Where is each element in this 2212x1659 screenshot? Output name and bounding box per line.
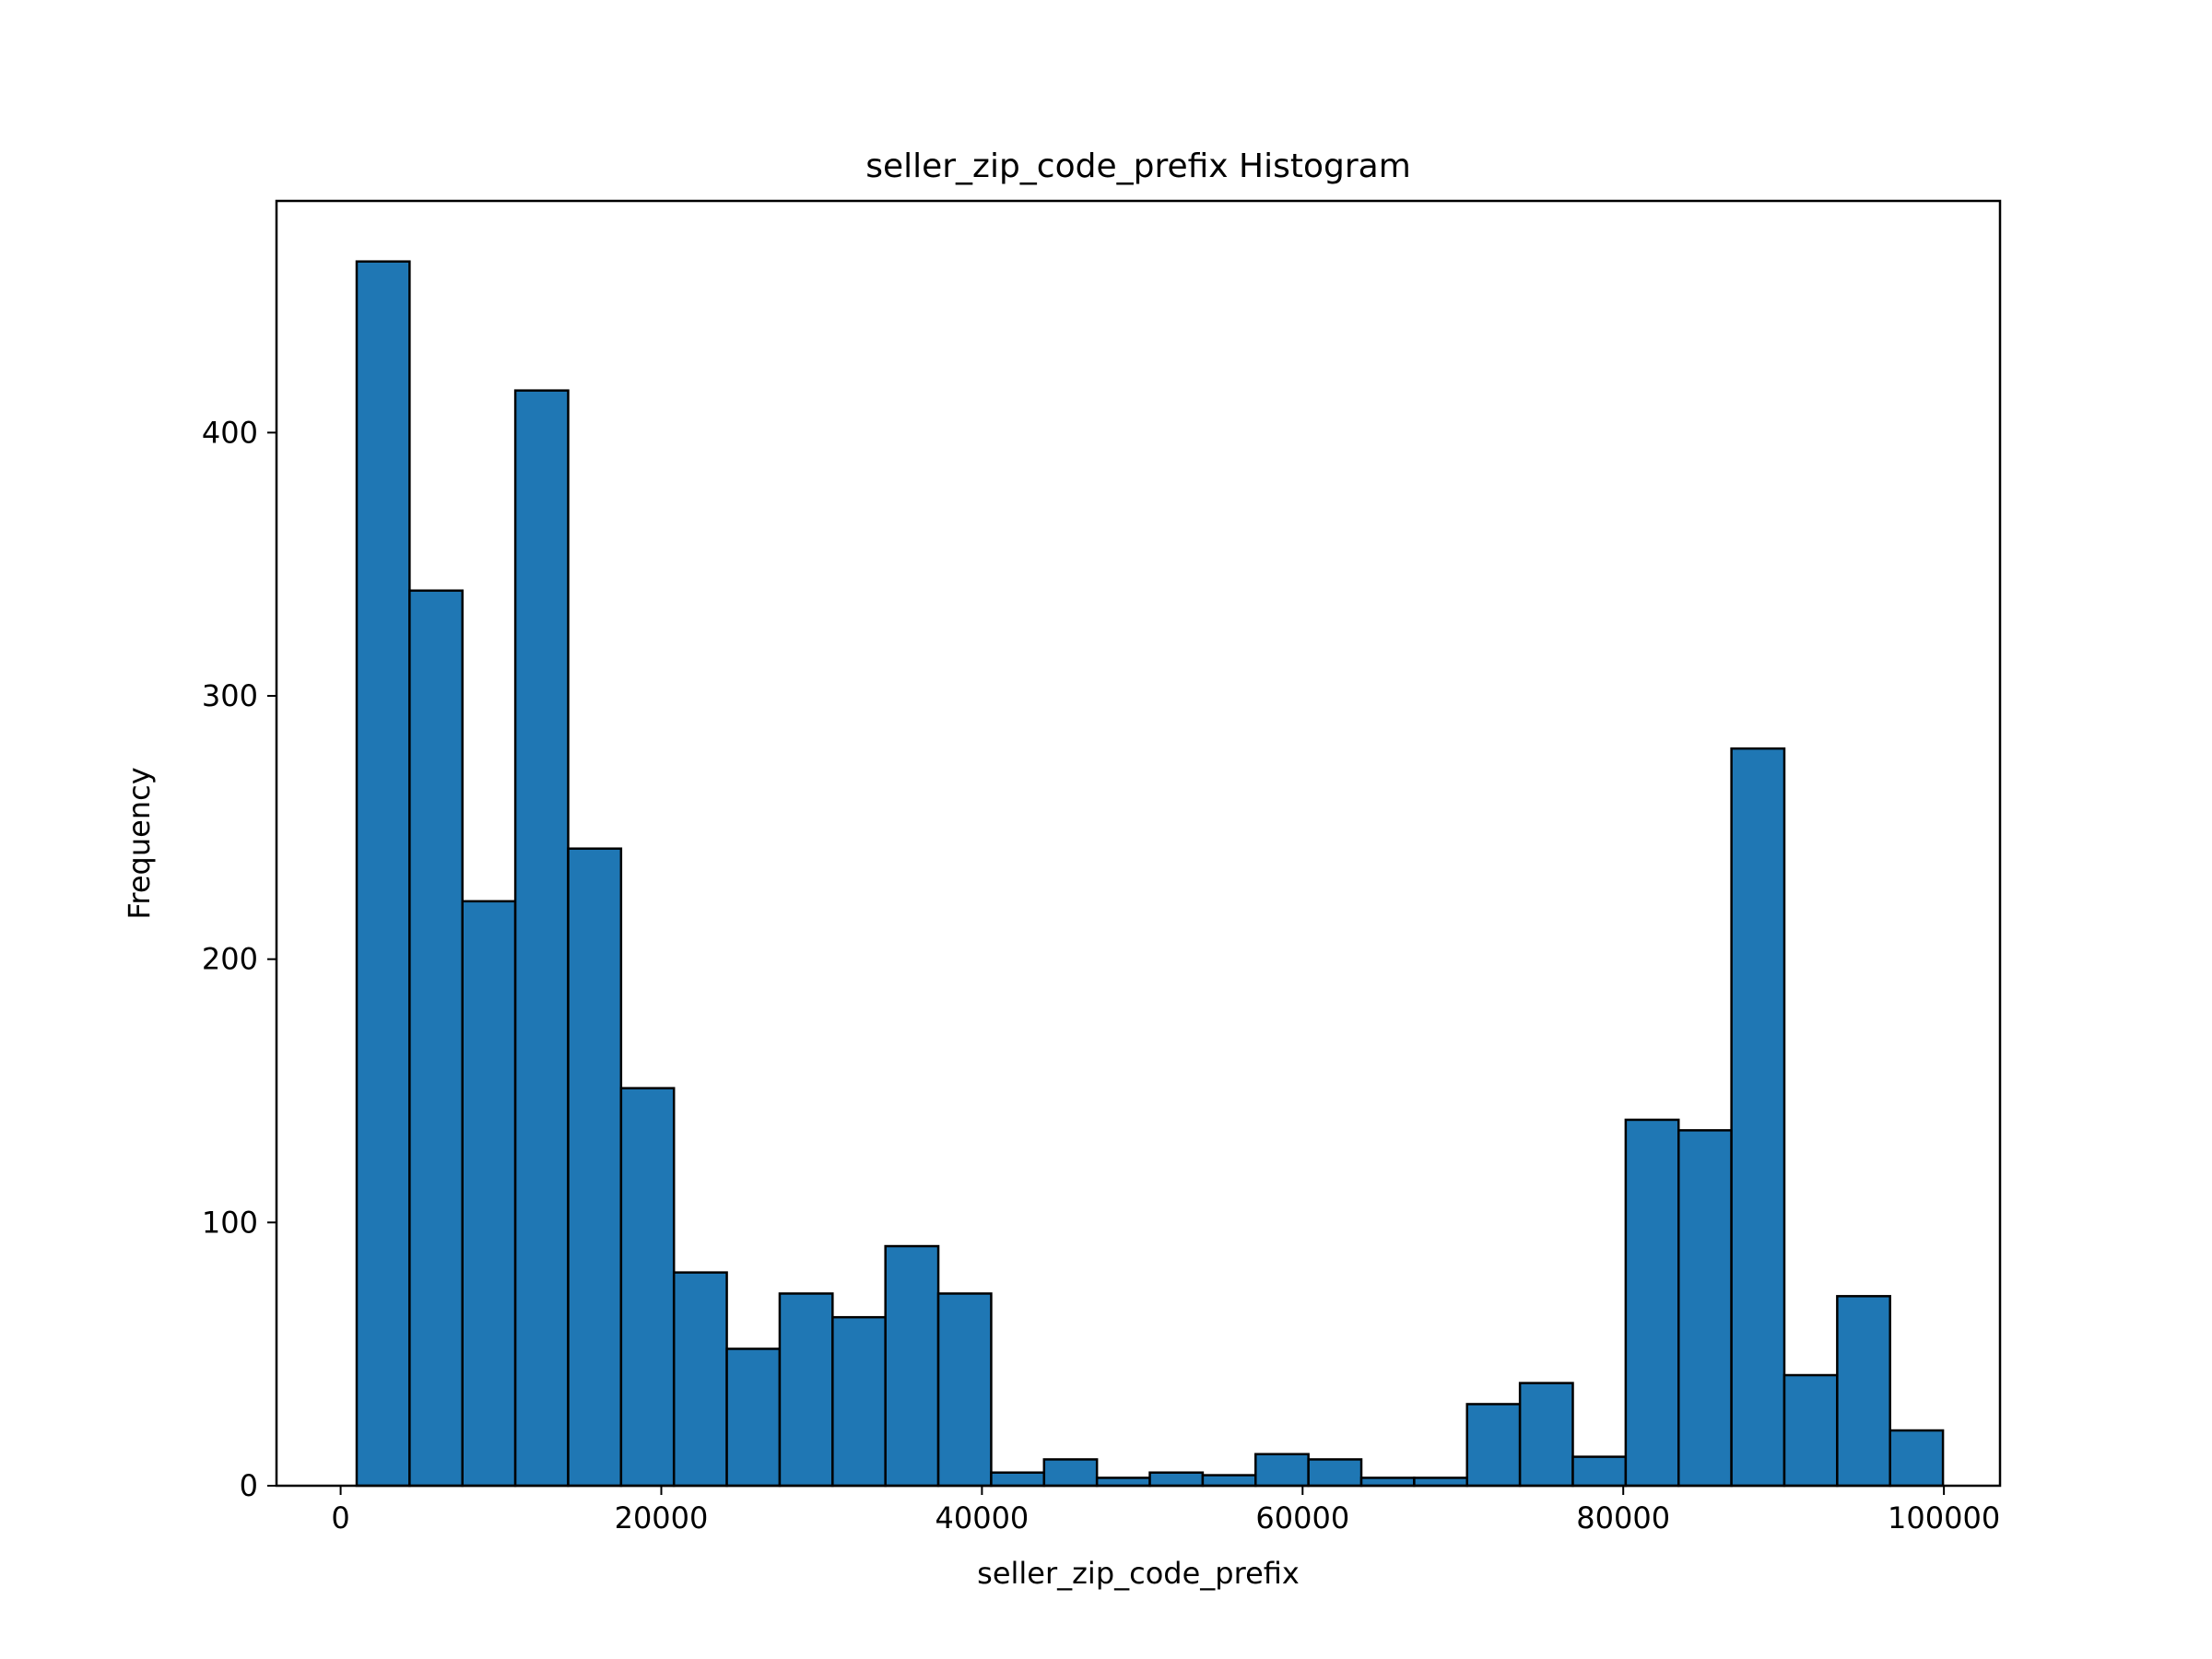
histogram-bar <box>513 389 570 1488</box>
histogram-bar <box>1254 1453 1310 1488</box>
histogram-bar <box>1518 1382 1574 1488</box>
y-tick-label: 400 <box>202 415 258 450</box>
histogram-bar <box>408 589 464 1488</box>
histogram-bar <box>1571 1455 1628 1488</box>
histogram-bar <box>1677 1129 1733 1488</box>
y-tick-label: 100 <box>202 1205 258 1240</box>
histogram-bar <box>1465 1403 1522 1488</box>
x-axis-label: seller_zip_code_prefix <box>977 1556 1300 1591</box>
histogram-bar <box>1783 1373 1839 1488</box>
histogram-bar <box>1148 1471 1205 1488</box>
histogram-bar <box>1042 1458 1099 1488</box>
y-axis-label: Frequency <box>122 767 157 919</box>
histogram-bar <box>672 1271 728 1488</box>
histogram-bar <box>1201 1474 1257 1488</box>
histogram-bar <box>1888 1429 1945 1488</box>
x-tick-label: 100000 <box>1888 1500 2000 1535</box>
histogram-bar <box>567 847 623 1488</box>
chart-title: seller_zip_code_prefix Histogram <box>865 147 1411 185</box>
histogram-bar <box>1095 1477 1151 1488</box>
y-tick-label: 0 <box>240 1468 258 1503</box>
histogram-bar <box>990 1471 1046 1488</box>
histogram-bar <box>1836 1295 1891 1488</box>
histogram-bar <box>884 1244 940 1488</box>
plot-frame <box>275 199 2002 1488</box>
histogram-bar <box>1730 747 1786 1488</box>
x-tick-label: 80000 <box>1576 1500 1670 1535</box>
histogram-bar <box>1307 1458 1363 1488</box>
histogram-bar <box>778 1292 834 1488</box>
histogram-bar <box>936 1292 993 1488</box>
histogram-bar <box>831 1315 887 1488</box>
y-tick-label: 200 <box>202 942 258 977</box>
x-tick-label: 40000 <box>935 1500 1029 1535</box>
histogram-bar <box>461 900 517 1488</box>
histogram-bar <box>619 1087 676 1488</box>
x-tick-label: 0 <box>331 1500 349 1535</box>
x-tick-label: 20000 <box>615 1500 709 1535</box>
ticks-layer: 0 20000 40000 60000 80000 100000 0 100 200 300 400 <box>202 415 2000 1535</box>
bars-layer <box>355 260 1945 1488</box>
histogram-bar <box>1413 1477 1469 1488</box>
histogram-bar <box>1624 1118 1680 1488</box>
histogram-bar <box>725 1347 782 1488</box>
x-tick-label: 60000 <box>1255 1500 1349 1535</box>
histogram-bar <box>355 260 411 1488</box>
y-tick-label: 300 <box>202 678 258 713</box>
histogram-bar <box>1359 1477 1416 1488</box>
